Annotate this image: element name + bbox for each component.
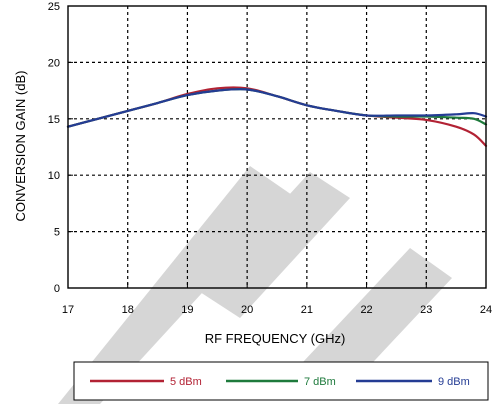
legend: 5 dBm 7 dBm 9 dBm (73, 361, 489, 401)
y-tick-label: 5 (54, 227, 60, 239)
series-line-7-dbm (66, 88, 488, 128)
y-tick-label: 20 (48, 57, 60, 69)
x-tick-label: 19 (181, 304, 193, 316)
x-tick-label: 21 (301, 304, 313, 316)
x-axis-title: RF FREQUENCY (GHz) (205, 331, 346, 346)
y-tick-label: 10 (48, 170, 60, 182)
legend-label: 9 dBm (438, 376, 470, 388)
watermark-stripe (200, 172, 350, 318)
x-tick-label: 22 (360, 304, 372, 316)
watermark (58, 166, 452, 404)
series-line-9-dbm (66, 88, 488, 128)
y-tick-label: 15 (48, 114, 60, 126)
x-tick-label: 24 (480, 304, 492, 316)
x-tick-label: 20 (241, 304, 253, 316)
tick-labels: 17 18 19 20 21 22 23 24 0 5 10 15 20 25 (48, 1, 492, 316)
x-tick-label: 17 (62, 304, 74, 316)
legend-label: 7 dBm (304, 376, 336, 388)
watermark-stripe (58, 166, 292, 404)
axes (67, 5, 487, 289)
x-tick-label: 23 (420, 304, 432, 316)
plot-frame (67, 5, 487, 289)
y-axis-title: CONVERSION GAIN (dB) (13, 71, 28, 222)
legend-label: 5 dBm (170, 376, 202, 388)
series-lines (66, 86, 488, 147)
y-tick-label: 25 (48, 1, 60, 13)
watermark-stripe (303, 248, 452, 392)
y-tick-label: 0 (54, 283, 60, 295)
x-tick-label: 18 (122, 304, 134, 316)
